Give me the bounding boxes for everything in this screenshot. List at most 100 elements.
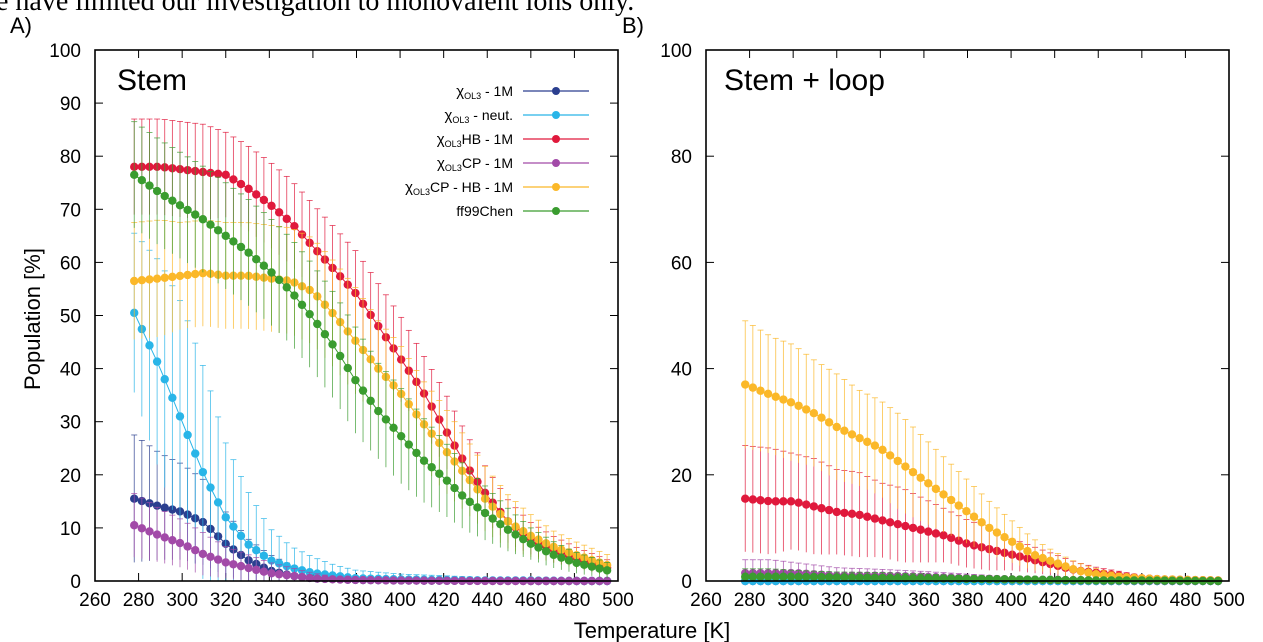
data-point: [130, 276, 139, 286]
data-point: [366, 575, 375, 585]
data-point: [473, 503, 482, 512]
data-point: [1076, 567, 1086, 576]
x-tick-label: 500: [602, 590, 634, 611]
data-point: [809, 502, 819, 511]
data-point: [771, 572, 780, 581]
data-point: [351, 575, 360, 585]
data-point: [794, 401, 803, 410]
data-point: [236, 561, 246, 571]
data-point: [221, 231, 230, 241]
data-point: [741, 494, 750, 503]
y-tick-label: 50: [60, 307, 81, 328]
data-point: [457, 491, 467, 500]
legend-marker: [552, 207, 560, 215]
data-point: [160, 375, 169, 384]
data-point: [939, 531, 948, 540]
data-point: [191, 546, 200, 555]
data-point: [229, 522, 238, 531]
data-point: [297, 300, 307, 310]
data-point: [252, 255, 261, 264]
data-point: [290, 221, 299, 231]
data-point: [503, 525, 513, 534]
data-point: [335, 351, 345, 361]
data-point: [374, 406, 383, 416]
data-point: [152, 530, 162, 539]
data-point: [916, 473, 925, 482]
data-point: [863, 512, 872, 521]
data-point: [541, 547, 551, 556]
data-point: [152, 274, 162, 283]
data-point: [465, 497, 475, 507]
panel-b-stem-loop: B)260 280 300 320 340 360 380 400 420 440 460 480 50…: [622, 13, 1245, 611]
data-point: [160, 191, 169, 201]
data-point: [786, 497, 796, 506]
data-point: [748, 572, 758, 581]
data-point: [320, 574, 330, 584]
legend-label: χOL3HB - 1M: [437, 131, 513, 149]
data-point: [496, 519, 505, 529]
data-point: [252, 546, 261, 555]
data-point: [290, 291, 299, 300]
x-tick-label: 440: [471, 590, 503, 611]
data-point: [435, 469, 444, 478]
data-point: [1061, 562, 1070, 571]
y-tick-label: 100: [49, 41, 81, 62]
data-point: [236, 242, 246, 252]
data-point: [427, 463, 436, 472]
data-point: [145, 275, 154, 284]
data-point: [183, 430, 192, 440]
data-point: [893, 456, 902, 466]
data-point: [748, 383, 758, 392]
data-point: [274, 559, 284, 568]
data-point: [946, 533, 956, 543]
data-point: [885, 573, 895, 583]
data-point: [1084, 568, 1093, 577]
data-point: [198, 268, 208, 278]
data-point: [244, 540, 253, 549]
data-point: [1000, 532, 1009, 542]
data-point: [855, 433, 864, 443]
data-point: [229, 175, 238, 184]
data-point: [404, 440, 413, 449]
data-point: [992, 575, 1002, 584]
panel-label: A): [10, 13, 32, 38]
x-tick-label: 480: [1170, 590, 1202, 611]
x-tick-label: 380: [341, 590, 373, 611]
data-point: [741, 380, 750, 389]
data-point: [145, 181, 154, 190]
data-point: [198, 467, 208, 477]
data-point: [1030, 575, 1040, 584]
x-tick-label: 320: [210, 590, 242, 611]
data-point: [152, 357, 162, 366]
data-point: [901, 521, 910, 531]
x-tick-label: 320: [821, 590, 853, 611]
y-tick-label: 0: [70, 572, 81, 593]
series-6: [130, 121, 612, 579]
data-point: [763, 496, 773, 506]
data-point: [488, 514, 497, 523]
data-point: [870, 573, 880, 582]
data-point: [267, 268, 276, 277]
y-tick-label: 20: [671, 466, 692, 487]
y-tick-label: 20: [60, 466, 81, 487]
data-point: [756, 386, 765, 395]
data-point: [191, 269, 200, 279]
legend-label: χOL3 - 1M: [456, 83, 513, 101]
data-point: [908, 523, 918, 533]
y-tick-label: 0: [681, 572, 692, 593]
data-point: [1091, 570, 1101, 579]
series-1: [130, 434, 612, 586]
data-point: [885, 518, 895, 527]
data-point: [526, 539, 536, 549]
legend: χOL3 - 1M χOL3 - neut. χOL3HB - 1M χOL3CP -…: [405, 83, 589, 219]
data-point: [519, 534, 528, 544]
data-point: [244, 563, 253, 573]
data-point: [206, 552, 215, 562]
data-point: [511, 530, 520, 539]
caption-fragment: e have limited our investigation to mono…: [0, 0, 635, 17]
data-point: [595, 564, 604, 573]
data-point: [259, 551, 269, 560]
data-point: [168, 536, 177, 545]
data-point: [954, 536, 963, 545]
